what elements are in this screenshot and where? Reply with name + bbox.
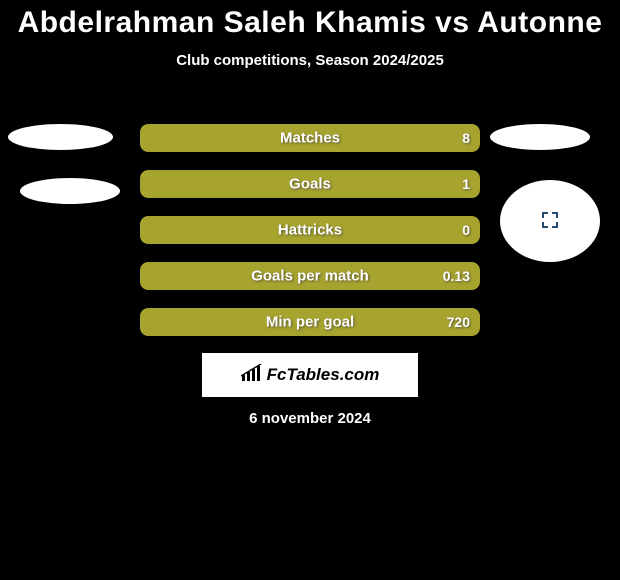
stat-bar-value: 0.13 — [443, 268, 470, 284]
page-title: Abdelrahman Saleh Khamis vs Autonne — [0, 0, 620, 40]
stat-bar-label: Goals per match — [251, 268, 369, 285]
stats-bars: Matches 8 Goals 1 Hattricks 0 Goals per match 0… — [140, 124, 480, 354]
placeholder-icon — [542, 212, 558, 228]
brand-box: FcTables.com — [202, 353, 418, 397]
stat-bar-value: 0 — [462, 222, 470, 238]
decor-big-circle-wrap — [500, 180, 600, 262]
stat-bar-row: Min per goal 720 — [140, 308, 480, 336]
stat-bar-value: 1 — [462, 176, 470, 192]
brand-chart-icon — [241, 364, 263, 387]
stat-bar-row: Goals per match 0.13 — [140, 262, 480, 290]
stat-bar-row: Hattricks 0 — [140, 216, 480, 244]
decor-ellipse-left-2 — [20, 178, 120, 204]
stat-bar-label: Min per goal — [266, 314, 354, 331]
stat-bar-row: Goals 1 — [140, 170, 480, 198]
date-line: 6 november 2024 — [0, 410, 620, 427]
brand-text: FcTables.com — [267, 365, 380, 385]
stat-bar-row: Matches 8 — [140, 124, 480, 152]
stat-bar-label: Goals — [289, 176, 331, 193]
decor-ellipse-left-1 — [8, 124, 113, 150]
stat-bar-value: 720 — [447, 314, 470, 330]
decor-ellipse-right-1 — [490, 124, 590, 150]
stat-bar-value: 8 — [462, 130, 470, 146]
stat-bar-label: Matches — [280, 130, 340, 147]
page-subtitle: Club competitions, Season 2024/2025 — [0, 52, 620, 69]
stat-bar-label: Hattricks — [278, 222, 342, 239]
